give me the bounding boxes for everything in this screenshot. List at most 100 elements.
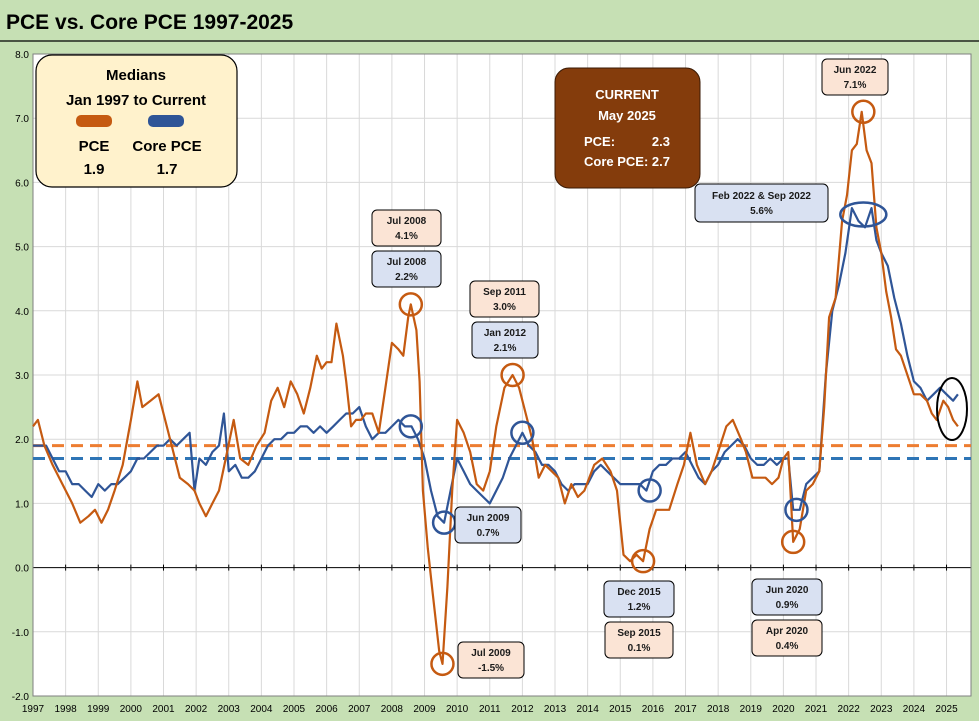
marker-core-2008 <box>398 414 424 439</box>
median-lines <box>33 444 971 460</box>
x-tick-label: 2006 <box>316 704 339 715</box>
x-tick-label: 1998 <box>55 704 78 715</box>
pce-legend-swatch <box>76 115 112 127</box>
ann-jun-2009-date: Jun 2009 <box>467 513 510 524</box>
x-tick-label: 2020 <box>772 704 795 715</box>
ann-sep-2011: Sep 2011 3.0% <box>469 280 540 318</box>
ann-jan-2012: Jan 2012 2.1% <box>471 321 539 359</box>
current-title: CURRENT <box>595 87 659 102</box>
ann-dec-2015-date: Dec 2015 <box>617 587 661 598</box>
medians-core-value: 1.7 <box>157 161 178 178</box>
chart-title: PCE vs. Core PCE 1997-2025 <box>6 11 293 34</box>
current-pce-label: PCE: <box>584 134 615 149</box>
y-tick-label: 7.0 <box>15 114 29 125</box>
ann-jun-2022-value: 7.1% <box>844 80 867 91</box>
series-line-pce <box>32 110 959 665</box>
x-tick-label: 2004 <box>250 704 273 715</box>
x-tick-label: 2017 <box>674 704 697 715</box>
y-tick-label: 3.0 <box>15 371 29 382</box>
ann-jun-2009: Jun 2009 0.7% <box>454 506 522 544</box>
marker-core-trough-2015 <box>637 478 662 503</box>
ann-jul-2009: Jul 2009 -1.5% <box>457 641 525 679</box>
current-box: CURRENT May 2025 PCE: 2.3 Core PCE: 2.7 <box>554 67 701 189</box>
x-tick-label: 2002 <box>185 704 208 715</box>
ann-sep-2015: Sep 2015 0.1% <box>604 621 674 659</box>
plot-border <box>32 53 972 697</box>
x-tick-label: 2018 <box>707 704 730 715</box>
x-tick-label: 2014 <box>577 704 600 715</box>
ann-jun-2022-date: Jun 2022 <box>834 65 877 76</box>
marker-pce-peak-2008 <box>398 292 424 317</box>
ann-jul-2009-value: -1.5% <box>478 663 504 674</box>
x-tick-label: 2023 <box>870 704 893 715</box>
y-axis-ticks: -2.0 -1.0 0.0 1.0 2.0 3.0 4.0 5.0 6.0 7.0 8.0 <box>12 50 30 703</box>
highlight-markers <box>398 99 888 677</box>
ann-jan-2012-value: 2.1% <box>494 343 517 354</box>
x-tick-label: 2001 <box>152 704 175 715</box>
y-tick-label: 0.0 <box>15 564 29 575</box>
x-tick-label: 2015 <box>609 704 632 715</box>
current-date: May 2025 <box>598 108 656 123</box>
x-tick-label: 2025 <box>935 704 958 715</box>
marker-pce-trough-2015 <box>630 548 656 574</box>
y-tick-label: 1.0 <box>15 499 29 510</box>
ann-dec-2015: Dec 2015 1.2% <box>603 580 675 618</box>
series-lines <box>32 110 959 665</box>
medians-pce-value: 1.9 <box>84 161 105 178</box>
marker-core-trough-2020 <box>784 497 809 523</box>
marker-pce-trough-2020 <box>780 529 806 555</box>
marker-core-2012 <box>510 420 535 446</box>
current-highlight-ellipse <box>936 377 968 441</box>
y-tick-label: 8.0 <box>15 50 29 61</box>
x-tick-label: 2019 <box>740 704 763 715</box>
x-tick-label: 2003 <box>218 704 241 715</box>
ann-sep-2015-value: 0.1% <box>628 643 651 654</box>
ann-jan-2012-date: Jan 2012 <box>484 328 527 339</box>
medians-box: Medians Jan 1997 to Current PCE Core PCE… <box>35 54 238 188</box>
x-tick-label: 2009 <box>413 704 436 715</box>
medians-range: Jan 1997 to Current <box>66 92 206 109</box>
x-tick-label: 1999 <box>87 704 110 715</box>
y-tick-label: -1.0 <box>12 628 30 639</box>
ann-sep-2011-value: 3.0% <box>493 302 516 313</box>
ann-dec-2015-value: 1.2% <box>628 602 651 613</box>
medians-core-label: Core PCE <box>132 138 201 155</box>
ann-sep-2011-date: Sep 2011 <box>483 287 526 298</box>
gridlines <box>32 53 972 697</box>
y-tick-label: 2.0 <box>15 435 29 446</box>
series-line-core-pce <box>33 207 959 524</box>
x-tick-label: 2005 <box>283 704 306 715</box>
marker-pce-peak-2022 <box>851 99 876 125</box>
x-tick-label: 2016 <box>642 704 665 715</box>
x-tick-label: 2008 <box>381 704 404 715</box>
x-axis-ticks: 1997 1998 1999 2000 2001 2002 2003 2004 2005 2006… <box>22 704 958 715</box>
y-tick-label: 5.0 <box>15 243 29 254</box>
ann-jul-2008-pce: Jul 2008 4.1% <box>371 209 442 247</box>
y-tick-label: -2.0 <box>12 692 30 703</box>
ann-jul-2008-core-value: 2.2% <box>395 272 418 283</box>
ann-jun-2020-date: Jun 2020 <box>766 585 809 596</box>
core-pce-legend-swatch <box>148 115 184 127</box>
x-tick-label: 2012 <box>511 704 534 715</box>
ann-jun-2020-value: 0.9% <box>776 600 799 611</box>
medians-title: Medians <box>106 67 166 84</box>
x-tick-label: 1997 <box>22 704 45 715</box>
marker-pce-trough-2009 <box>430 651 455 677</box>
ann-feb-sep-2022-date: Feb 2022 & Sep 2022 <box>712 191 811 202</box>
medians-pce-label: PCE <box>79 138 110 155</box>
current-pce-value: 2.3 <box>652 134 670 149</box>
ann-apr-2020-date: Apr 2020 <box>766 626 809 637</box>
current-core-label: Core PCE: <box>584 154 648 169</box>
ann-apr-2020-value: 0.4% <box>776 641 799 652</box>
x-tick-label: 2000 <box>120 704 143 715</box>
ann-jun-2022: Jun 2022 7.1% <box>821 58 889 96</box>
marker-core-peak-2022 <box>839 201 888 228</box>
ann-jul-2008-core: Jul 2008 2.2% <box>371 250 442 288</box>
current-core-value: 2.7 <box>652 154 670 169</box>
ann-jul-2009-date: Jul 2009 <box>471 648 511 659</box>
x-tick-label: 2007 <box>348 704 371 715</box>
ann-feb-sep-2022-value: 5.6% <box>750 206 773 217</box>
marker-pce-peak-2011 <box>500 362 525 388</box>
x-tick-label: 2011 <box>479 704 501 715</box>
